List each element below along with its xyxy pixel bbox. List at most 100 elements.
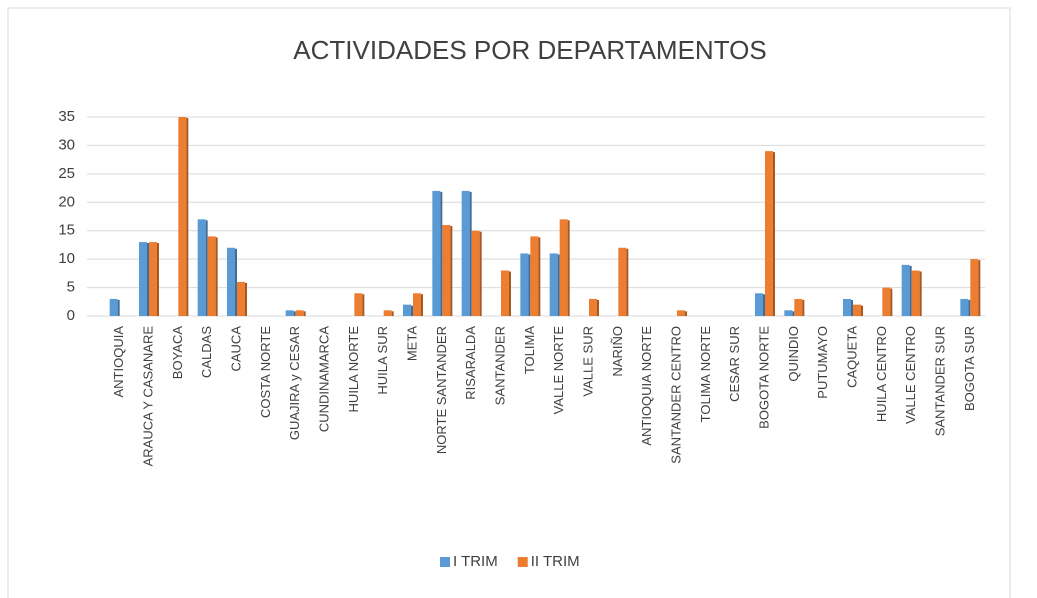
x-tick-label: CUNDINAMARCA (316, 326, 331, 433)
bar-side (440, 191, 443, 316)
y-tick-label: 25 (58, 165, 75, 182)
bar-side (147, 243, 149, 316)
bar (970, 259, 979, 316)
bar (149, 242, 157, 316)
bar-side (763, 294, 765, 316)
x-tick-label: CESAR SUR (727, 326, 742, 402)
bar-side (362, 294, 365, 316)
x-tick-label: HUILA SUR (375, 326, 390, 395)
bar-side (117, 299, 120, 316)
x-tick-label: VALLE SUR (580, 326, 595, 397)
y-tick-label: 15 (58, 222, 75, 239)
bar (853, 304, 861, 316)
bar-side (469, 191, 472, 316)
bar-side (567, 220, 570, 316)
bar-side (557, 254, 560, 316)
x-tick-label: BOGOTA NORTE (756, 326, 771, 429)
bar (354, 293, 363, 316)
bar (471, 230, 480, 316)
x-tick-label: BOGOTA SUR (962, 326, 977, 411)
bar (295, 310, 304, 316)
bar-side (597, 299, 599, 316)
x-tick-label: NARIÑO (610, 326, 625, 377)
bar-side (186, 118, 189, 316)
chart-title: ACTIVIDADES POR DEPARTAMENTOS (293, 35, 766, 65)
bar (237, 281, 245, 316)
x-tick-label: VALLE CENTRO (903, 326, 918, 424)
x-tick-label: QUINDIO (786, 326, 801, 382)
bar-side (157, 243, 159, 316)
legend-label: I TRIM (453, 553, 498, 570)
x-tick-label: VALLE NORTE (551, 326, 566, 415)
bar (413, 293, 421, 316)
x-tick-label: SANTANDER CENTRO (668, 326, 683, 464)
bar-side (978, 260, 981, 316)
bar (501, 270, 509, 316)
bar (843, 298, 851, 316)
bar-side (851, 299, 853, 316)
bar (589, 298, 597, 316)
bar-side (802, 299, 805, 316)
bar-side (685, 311, 687, 316)
bar (530, 236, 539, 316)
bar-side (235, 248, 237, 316)
bar (178, 117, 187, 316)
bar-side (421, 294, 423, 316)
bar-side (626, 248, 629, 316)
x-tick-label: ANTIOQUIA (111, 326, 126, 398)
legend-swatch (517, 557, 528, 567)
bar (882, 287, 891, 316)
bar-side (391, 311, 394, 316)
bar-side (245, 282, 247, 316)
bar (109, 298, 118, 316)
x-tick-label: CALDAS (199, 326, 214, 378)
bar (139, 242, 147, 316)
bar (197, 219, 206, 316)
x-tick-label: BOYACA (170, 326, 185, 380)
x-tick-label: ANTIOQUIA NORTE (639, 326, 654, 446)
x-tick-label: HUILA CENTRO (874, 326, 889, 422)
x-tick-label: CAUCA (228, 326, 243, 372)
bar-side (528, 254, 531, 316)
x-tick-label: META (404, 326, 419, 361)
bar-side (890, 288, 893, 316)
bar (960, 298, 969, 316)
bar (403, 304, 411, 316)
legend-label: II TRIM (531, 553, 580, 570)
bar-side (861, 305, 863, 316)
bar (677, 310, 685, 316)
bar (442, 225, 451, 316)
bar (461, 190, 470, 316)
x-tick-label: PUTUMAYO (815, 326, 830, 399)
y-tick-label: 0 (67, 307, 75, 324)
bar (901, 264, 910, 316)
bar-side (538, 237, 541, 316)
bar-side (909, 265, 912, 316)
bar-side (293, 311, 296, 316)
x-tick-label: NORTE SANTANDER (434, 326, 449, 454)
bar-side (773, 152, 775, 316)
bar (432, 190, 441, 316)
bar-side (479, 231, 482, 316)
x-tick-label: ARAUCA Y CASANARE (140, 326, 155, 467)
bar-side (919, 271, 922, 316)
y-tick-label: 20 (58, 193, 75, 210)
bar (207, 236, 216, 316)
bar (227, 247, 235, 316)
bar-side (205, 220, 208, 316)
bar-side (450, 226, 453, 316)
bar-side (303, 311, 306, 316)
x-tick-label: SANTANDER SUR (932, 326, 947, 436)
bar (794, 298, 803, 316)
y-tick-label: 10 (58, 250, 75, 267)
x-tick-label: COSTA NORTE (258, 326, 273, 418)
bar (784, 310, 793, 316)
x-tick-label: SANTANDER (492, 326, 507, 405)
bar (618, 247, 627, 316)
bar (911, 270, 920, 316)
bar (285, 310, 294, 316)
bar-side (509, 271, 511, 316)
x-tick-label: CAQUETA (844, 326, 859, 388)
x-tick-label: RISARALDA (463, 326, 478, 400)
